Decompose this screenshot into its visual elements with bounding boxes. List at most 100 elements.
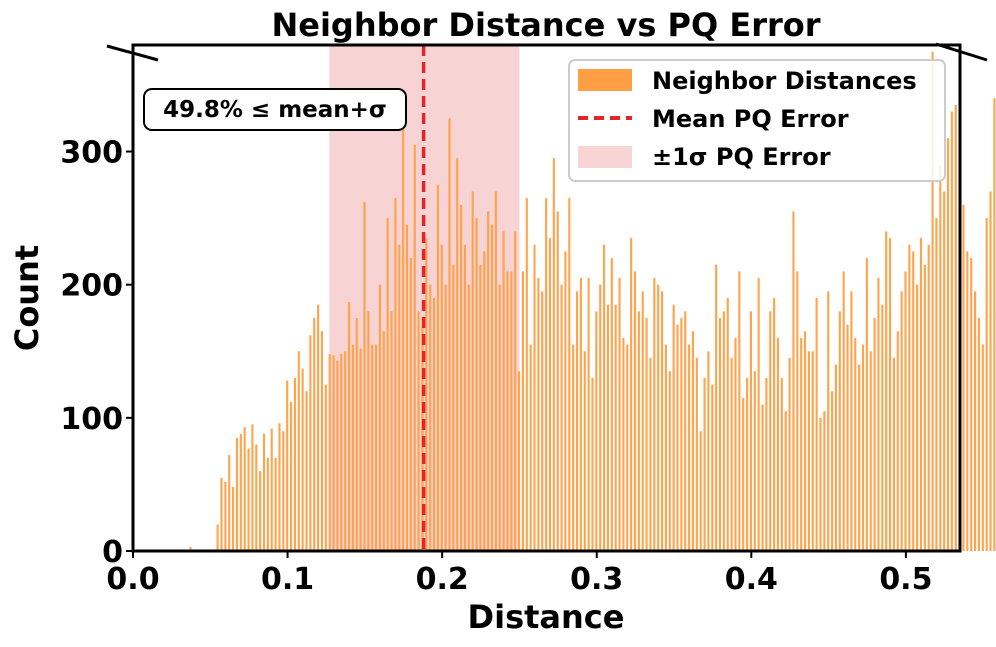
histogram-bar: [916, 284, 919, 551]
histogram-bar: [452, 264, 455, 551]
histogram-bar: [483, 251, 486, 552]
histogram-bar: [224, 481, 227, 551]
histogram-bar: [850, 291, 853, 551]
histogram-bar: [402, 114, 405, 552]
histogram-bar: [502, 231, 505, 551]
histogram-bar: [722, 311, 725, 551]
histogram-bar: [413, 144, 416, 552]
y-axis-ticks: 0 100 200 300: [60, 136, 133, 570]
histogram-bar: [966, 251, 969, 552]
axis-break-marks: [106, 42, 988, 62]
histogram-bar: [475, 218, 478, 551]
histogram-bar: [506, 271, 509, 551]
legend-label-neighbor-distances: Neighbor Distances: [652, 67, 917, 95]
histogram-bar: [854, 337, 857, 551]
histogram-bar: [846, 324, 849, 551]
histogram-bar: [552, 158, 555, 551]
histogram-bar: [514, 231, 517, 551]
histogram-bar: [216, 524, 219, 551]
histogram-bar: [309, 335, 312, 551]
histogram-bar: [688, 344, 691, 551]
histogram-bar: [838, 311, 841, 551]
histogram-bar: [448, 118, 451, 551]
histogram-bar: [699, 431, 702, 551]
histogram-bar: [900, 291, 903, 551]
histogram-bar: [815, 298, 818, 551]
histogram-bar: [730, 357, 733, 551]
x-axis-label: Distance: [468, 598, 625, 636]
histogram-bar: [931, 51, 934, 551]
histogram-bar: [378, 284, 382, 551]
histogram-bar: [382, 331, 385, 551]
histogram-bar: [340, 353, 343, 551]
histogram-bar: [367, 311, 370, 551]
histogram-bar: [568, 198, 571, 551]
histogram-bar: [773, 298, 776, 551]
x-tick-label: 0.5: [879, 562, 932, 597]
legend-swatch-sigma-band: [578, 146, 632, 168]
histogram-bar: [274, 457, 277, 551]
histogram-bar: [228, 455, 231, 551]
chart-title: Neighbor Distance vs PQ Error: [271, 6, 820, 44]
legend-swatch-neighbor-distances: [578, 69, 632, 91]
histogram-bar: [525, 198, 528, 551]
histogram-bar: [742, 397, 745, 551]
histogram-bar: [355, 317, 358, 551]
histogram-bar: [440, 244, 443, 551]
histogram-bar: [691, 331, 695, 551]
histogram-bar: [946, 138, 950, 552]
histogram-bar: [715, 264, 718, 551]
histogram-bar: [266, 457, 269, 551]
histogram-bar: [324, 384, 327, 551]
histogram-bar: [282, 431, 285, 551]
histogram-bar: [456, 158, 459, 551]
y-tick-label: 100: [60, 402, 123, 437]
histogram-bar: [344, 351, 347, 551]
histogram-bar: [363, 202, 366, 551]
histogram-bar: [676, 324, 679, 551]
histogram-bar: [861, 344, 865, 551]
histogram-bar: [610, 258, 613, 551]
histogram-bar: [807, 351, 810, 551]
histogram-bar: [398, 244, 401, 551]
axis-break-left: [106, 44, 159, 62]
histogram-bar: [784, 411, 787, 551]
histogram-bar: [800, 337, 803, 551]
annotation-text: 49.8% ≤ mean+σ: [163, 97, 387, 123]
histogram-bar: [494, 191, 497, 551]
histogram-bar: [985, 218, 988, 551]
histogram-bar: [873, 317, 876, 551]
x-tick-label: 0.1: [261, 562, 314, 597]
x-tick-label: 0.4: [725, 562, 778, 597]
histogram-bar: [351, 344, 354, 551]
histogram-bar: [950, 111, 953, 551]
histogram-bar: [660, 291, 664, 551]
histogram-bar: [734, 337, 737, 551]
histogram-bar: [695, 357, 698, 551]
histogram-bar: [858, 364, 861, 551]
histogram-bar: [328, 353, 331, 551]
histogram-bar: [259, 471, 262, 551]
histogram-bar: [761, 404, 764, 551]
histogram-bar: [707, 351, 710, 551]
histogram-bar: [262, 433, 266, 551]
histogram-bar: [409, 258, 412, 551]
histogram-bar: [618, 278, 621, 551]
histogram-bar: [270, 428, 273, 551]
histogram-bar: [548, 238, 552, 551]
histogram-bar: [317, 304, 320, 551]
histogram-bar: [896, 331, 899, 551]
histogram-bar: [664, 344, 667, 551]
histogram-bar: [633, 271, 637, 551]
x-axis-ticks: 0.0 0.1 0.2 0.3 0.4 0.5: [106, 551, 932, 597]
histogram-bar: [332, 355, 335, 551]
histogram-bar: [305, 391, 308, 551]
histogram-bar: [498, 284, 501, 551]
histogram-bar: [974, 291, 977, 551]
histogram-bar: [954, 104, 957, 551]
y-tick-label: 300: [60, 136, 123, 171]
histogram-bar: [575, 291, 579, 551]
histogram-bar: [460, 204, 463, 551]
histogram-bar: [819, 417, 822, 551]
histogram-bar: [869, 351, 872, 551]
